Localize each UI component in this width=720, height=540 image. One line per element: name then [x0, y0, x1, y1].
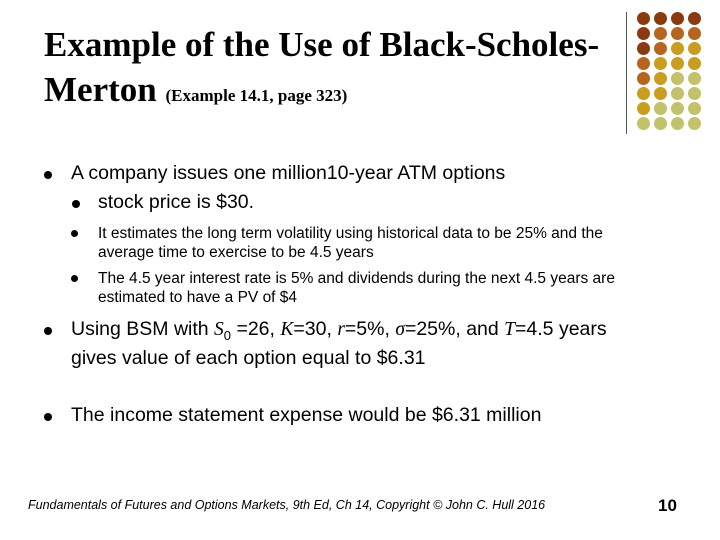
bullet-marker [71, 275, 78, 282]
bullet-item: Using BSM with S0 =26, K=30, r=5%, σ=25%… [71, 318, 607, 369]
bullet-item: The 4.5 year interest rate is 5% and div… [98, 270, 615, 306]
bullet-item: It estimates the long term volatility us… [98, 225, 603, 261]
title-divider [626, 12, 627, 134]
decor-dot [637, 12, 650, 25]
decor-dot [671, 117, 684, 130]
bullet-marker [71, 230, 78, 237]
decor-dot [688, 12, 701, 25]
variable-s: S [214, 319, 224, 340]
decor-dot [671, 72, 684, 85]
decor-dot [688, 27, 701, 40]
decor-dot [654, 42, 667, 55]
page-number: 10 [658, 496, 677, 515]
footer-copyright: Fundamentals of Futures and Options Mark… [28, 498, 546, 512]
bullet-marker [44, 171, 52, 179]
variable-r: r [337, 319, 345, 340]
title-sub: (Example 14.1, page 323) [165, 86, 348, 105]
bullet-item: A company issues one million10-year ATM … [71, 162, 506, 184]
decor-dot [654, 117, 667, 130]
decor-dot [637, 87, 650, 100]
decor-dot [671, 12, 684, 25]
decor-dot [637, 72, 650, 85]
decor-dot [671, 87, 684, 100]
bullet-marker [72, 200, 80, 208]
variable-t: T [504, 319, 516, 340]
decor-dot [671, 102, 684, 115]
decor-dot [688, 57, 701, 70]
title-main: Example of the Use of Black-Scholes-Mert… [44, 25, 600, 109]
bullet-marker [44, 413, 52, 421]
variable-k: K [280, 319, 294, 340]
decor-dot [671, 57, 684, 70]
decor-dot [688, 87, 701, 100]
decor-dot [654, 102, 667, 115]
decor-dot [671, 42, 684, 55]
decor-dot [654, 12, 667, 25]
decor-dot [654, 72, 667, 85]
slide-title: Example of the Use of Black-Scholes-Mert… [44, 22, 604, 118]
decor-dot [637, 57, 650, 70]
bullet-marker [44, 327, 52, 335]
decor-dot [688, 117, 701, 130]
bullet-item: The income statement expense would be $6… [71, 404, 542, 426]
decor-dot [654, 87, 667, 100]
variable-sigma: σ [395, 319, 405, 340]
bullet-item: stock price is $30. [98, 191, 255, 213]
decor-dot [637, 42, 650, 55]
decor-dot [637, 117, 650, 130]
decor-dot [654, 27, 667, 40]
decor-dot [671, 27, 684, 40]
decor-dot [688, 72, 701, 85]
decor-dot [688, 42, 701, 55]
decor-dot [637, 102, 650, 115]
decor-dot [637, 27, 650, 40]
decor-dot [688, 102, 701, 115]
decor-dot [654, 57, 667, 70]
